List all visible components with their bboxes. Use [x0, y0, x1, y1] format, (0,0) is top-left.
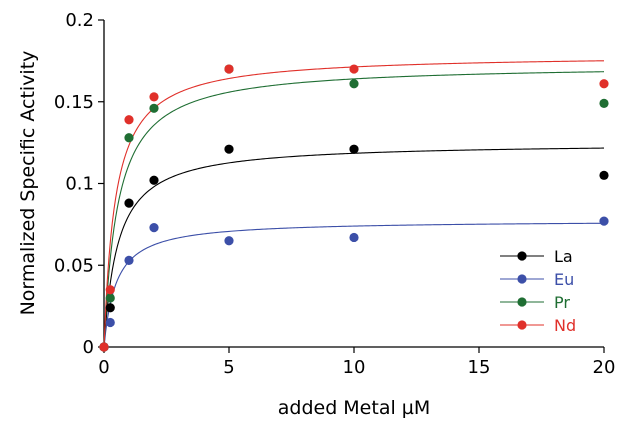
- data-point-eu: [599, 216, 609, 226]
- x-tick-label: 0: [98, 357, 109, 378]
- y-tick-label: 0.1: [65, 174, 94, 195]
- fit-curve-eu: [103, 222, 605, 348]
- fit-curve-la: [103, 147, 605, 348]
- y-tick-label: 0.2: [65, 10, 94, 31]
- legend: La Eu Pr Nd: [500, 247, 576, 335]
- y-tick-label: 0: [83, 337, 94, 358]
- y-axis-title: Normalized Specific Activity: [17, 51, 39, 316]
- data-point-eu: [124, 255, 134, 265]
- legend-label-pr: Pr: [554, 293, 570, 312]
- legend-label-eu: Eu: [554, 270, 574, 289]
- data-point-la: [599, 170, 609, 180]
- data-points: [99, 64, 609, 352]
- legend-marker-nd: [517, 320, 527, 330]
- data-point-nd: [149, 92, 159, 102]
- data-point-nd: [224, 64, 234, 74]
- data-point-eu: [349, 232, 359, 243]
- data-point-eu: [149, 223, 159, 233]
- x-tick-label: 5: [223, 357, 234, 378]
- y-tick-label: 0.05: [54, 255, 94, 276]
- data-point-la: [349, 144, 359, 154]
- x-tick-label: 20: [593, 357, 616, 378]
- fit-curve-pr: [103, 71, 605, 348]
- data-point-la: [224, 144, 234, 154]
- x-tick-label: 15: [468, 357, 491, 378]
- fit-curves: [103, 60, 605, 348]
- data-point-eu: [105, 317, 115, 328]
- ticks: 0 0.05 0.1 0.15 0.2 0 5 10 15 20: [54, 10, 616, 378]
- data-point-nd: [349, 64, 359, 74]
- y-tick-label: 0.15: [54, 92, 94, 113]
- legend-marker-eu: [517, 274, 527, 284]
- legend-label-la: La: [554, 247, 573, 266]
- legend-marker-pr: [517, 297, 527, 307]
- data-point-nd: [99, 342, 109, 352]
- data-point-pr: [124, 133, 134, 143]
- x-axis-title: added Metal µM: [278, 397, 431, 419]
- legend-marker-la: [517, 251, 527, 261]
- data-point-nd: [599, 79, 609, 89]
- data-point-la: [105, 303, 115, 313]
- data-point-la: [124, 198, 134, 208]
- legend-label-nd: Nd: [554, 316, 576, 335]
- data-point-pr: [599, 98, 609, 108]
- fit-curve-nd: [103, 60, 605, 348]
- data-point-eu: [224, 236, 234, 246]
- x-tick-label: 10: [343, 357, 366, 378]
- data-point-nd: [105, 285, 115, 295]
- data-point-nd: [124, 115, 134, 125]
- data-point-la: [149, 175, 159, 185]
- data-point-pr: [149, 103, 159, 113]
- data-point-pr: [349, 79, 359, 89]
- data-point-pr: [105, 293, 115, 303]
